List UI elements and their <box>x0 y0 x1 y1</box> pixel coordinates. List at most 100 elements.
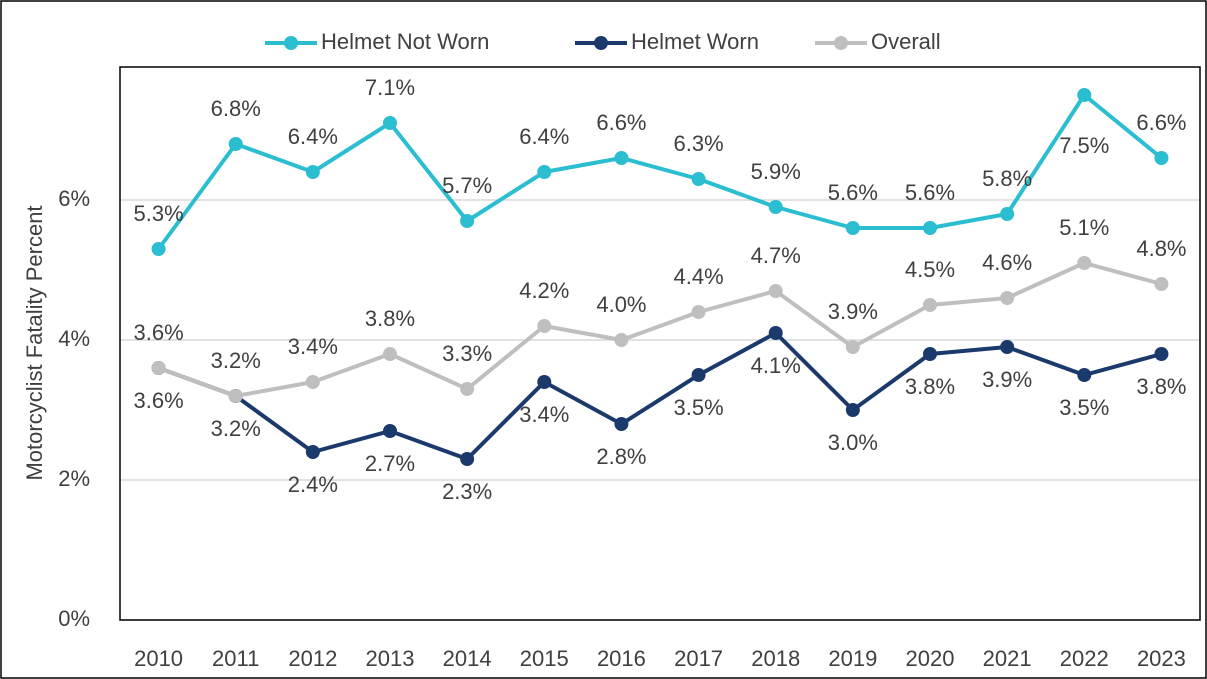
data-point <box>923 221 937 235</box>
data-label: 3.3% <box>442 341 492 366</box>
data-label: 3.5% <box>673 395 723 420</box>
data-point <box>305 165 320 179</box>
data-point <box>537 375 552 389</box>
x-tick-label: 2019 <box>828 646 877 671</box>
data-label: 4.5% <box>905 257 955 282</box>
data-point <box>1077 368 1092 382</box>
data-point <box>228 137 243 151</box>
data-point <box>614 333 629 347</box>
y-tick-label: 4% <box>58 326 90 351</box>
y-tick-label: 2% <box>58 466 90 491</box>
data-label: 3.0% <box>828 430 878 455</box>
data-point <box>460 452 475 466</box>
data-point <box>614 151 629 165</box>
data-label: 3.6% <box>133 388 183 413</box>
data-point <box>768 200 783 214</box>
data-point <box>691 305 706 319</box>
data-label: 3.2% <box>211 416 261 441</box>
data-point <box>1000 291 1015 305</box>
plot-border <box>119 66 1201 621</box>
data-label: 7.5% <box>1059 133 1109 158</box>
x-tick-label: 2014 <box>443 646 492 671</box>
data-point <box>691 368 706 382</box>
legend-marker <box>284 36 298 50</box>
data-label: 2.8% <box>596 444 646 469</box>
legend-label: Overall <box>871 29 941 54</box>
data-point <box>228 389 243 403</box>
data-label: 6.3% <box>673 131 723 156</box>
data-label: 4.0% <box>596 292 646 317</box>
x-tick-label: 2018 <box>751 646 800 671</box>
x-tick-label: 2021 <box>983 646 1032 671</box>
data-label: 3.9% <box>982 367 1032 392</box>
series-line <box>156 93 1163 251</box>
data-point <box>305 375 320 389</box>
x-tick-label: 2020 <box>906 646 955 671</box>
data-label: 6.6% <box>1136 110 1186 135</box>
data-point <box>923 347 937 361</box>
data-label: 5.8% <box>982 166 1032 191</box>
data-label: 5.9% <box>751 159 801 184</box>
data-label: 6.4% <box>288 124 338 149</box>
data-label: 6.6% <box>596 110 646 135</box>
data-point <box>691 172 706 186</box>
data-point <box>305 445 320 459</box>
data-point <box>923 298 937 312</box>
data-label: 4.7% <box>751 243 801 268</box>
data-label: 3.8% <box>905 374 955 399</box>
data-point <box>1077 256 1092 270</box>
data-point <box>460 214 475 228</box>
data-point <box>1154 277 1169 291</box>
data-point <box>1154 151 1169 165</box>
data-label: 4.2% <box>519 278 569 303</box>
data-label: 3.2% <box>211 348 261 373</box>
data-label: 5.7% <box>442 173 492 198</box>
data-label: 5.3% <box>133 201 183 226</box>
legend-label: Helmet Not Worn <box>321 29 489 54</box>
data-point <box>768 284 783 298</box>
data-point <box>1077 88 1092 102</box>
data-point <box>845 403 860 417</box>
data-label: 4.6% <box>982 250 1032 275</box>
data-point <box>383 116 397 130</box>
data-point <box>383 424 397 438</box>
data-label: 5.6% <box>905 180 955 205</box>
x-tick-label: 2017 <box>674 646 723 671</box>
legend-marker <box>834 36 848 50</box>
data-label: 6.8% <box>211 96 261 121</box>
data-label: 3.6% <box>133 320 183 345</box>
data-point <box>614 417 629 431</box>
series-line <box>157 331 1162 461</box>
series-line <box>157 261 1162 398</box>
x-tick-label: 2010 <box>134 646 183 671</box>
x-tick-label: 2023 <box>1137 646 1186 671</box>
data-label: 3.4% <box>288 334 338 359</box>
data-label: 3.8% <box>365 306 415 331</box>
data-point <box>383 347 397 361</box>
data-point <box>151 361 166 375</box>
x-tick-label: 2016 <box>597 646 646 671</box>
data-point <box>460 382 475 396</box>
x-tick-label: 2015 <box>520 646 569 671</box>
data-label: 5.6% <box>828 180 878 205</box>
data-label: 3.4% <box>519 402 569 427</box>
x-tick-label: 2022 <box>1060 646 1109 671</box>
legend-label: Helmet Worn <box>631 29 759 54</box>
data-point <box>845 340 860 354</box>
y-tick-label: 6% <box>58 186 90 211</box>
data-point <box>151 242 166 256</box>
legend-marker <box>594 36 608 50</box>
x-tick-label: 2012 <box>288 646 337 671</box>
data-point <box>1154 347 1169 361</box>
data-label: 2.3% <box>442 479 492 504</box>
data-point <box>768 326 783 340</box>
data-label: 7.1% <box>365 75 415 100</box>
data-label: 2.7% <box>365 451 415 476</box>
data-label: 5.1% <box>1059 215 1109 240</box>
y-tick-label: 0% <box>58 606 90 631</box>
data-label: 3.8% <box>1136 374 1186 399</box>
data-label: 4.1% <box>751 353 801 378</box>
x-tick-label: 2013 <box>366 646 415 671</box>
data-label: 6.4% <box>519 124 569 149</box>
